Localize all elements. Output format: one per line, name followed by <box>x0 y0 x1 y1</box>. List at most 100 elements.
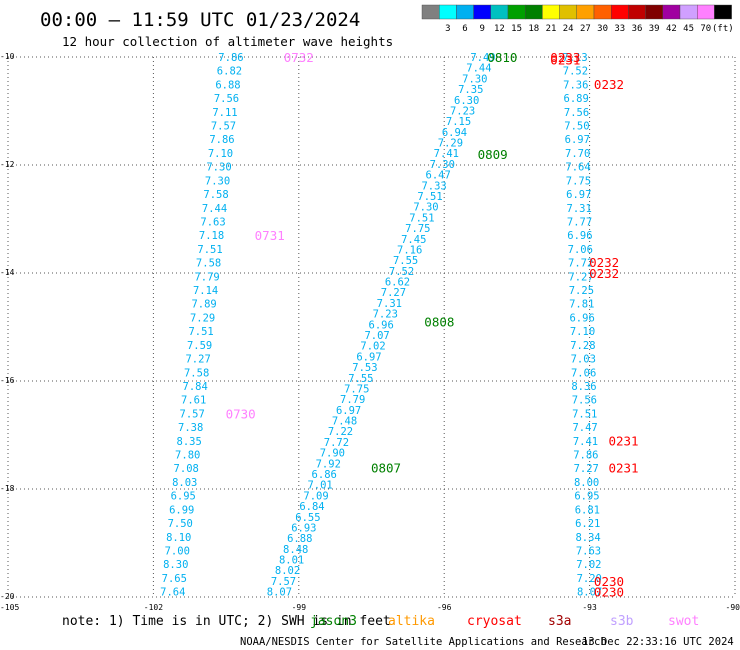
scale-swatch <box>662 4 681 20</box>
wave-height-label: 6.30 <box>454 95 479 107</box>
pass-time-label: 0732 <box>284 50 314 65</box>
pass-time-labels: 0732073107300810080908080807023302310232… <box>226 50 639 600</box>
scale-swatch <box>714 4 732 20</box>
scale-label: 21 <box>546 24 557 34</box>
wave-height-label: 7.27 <box>381 287 406 299</box>
wave-height-label: 6.88 <box>287 533 312 545</box>
scale-swatch <box>439 4 457 20</box>
wave-height-label: 7.65 <box>162 573 187 585</box>
scale-label: 42 <box>666 24 677 34</box>
wave-height-label: 6.62 <box>385 277 410 289</box>
wave-height-label: 8.10 <box>166 532 191 544</box>
wave-height-label: 7.36 <box>563 79 588 91</box>
satellite-legend-item: s3a <box>548 614 571 629</box>
wave-height-label: 7.27 <box>574 463 599 475</box>
wave-height-label: 7.47 <box>572 422 597 434</box>
scale-label: 70 <box>700 24 711 34</box>
wave-height-label: 7.75 <box>344 383 369 395</box>
wave-height-label: 6.84 <box>299 501 324 513</box>
wave-height-label: 7.44 <box>466 63 491 75</box>
wave-height-label: 6.97 <box>356 351 381 363</box>
wave-height-label: 7.50 <box>564 121 589 133</box>
wave-height-label: 7.79 <box>340 394 365 406</box>
scale-swatch <box>490 4 509 20</box>
scale-unit: (ft) <box>712 24 734 34</box>
wave-height-label: 7.86 <box>218 52 243 64</box>
scale-swatch <box>559 4 577 20</box>
scale-swatch <box>697 4 715 20</box>
wave-height-label: 7.06 <box>571 367 596 379</box>
pass-time-label: 0230 <box>594 574 624 589</box>
wave-height-label: 7.52 <box>389 266 414 278</box>
scale-swatch <box>456 4 474 20</box>
wave-height-label: 6.97 <box>336 405 361 417</box>
wave-height-label: 7.64 <box>160 587 185 599</box>
wave-height-label: 8.34 <box>575 532 600 544</box>
wave-height-label: 7.57 <box>271 576 296 588</box>
x-tick-label: -99 <box>292 603 307 612</box>
scale-label: 24 <box>563 24 574 34</box>
pass-time-label: 0232 <box>589 266 619 281</box>
x-tick-label: -90 <box>726 603 740 612</box>
wave-height-label: 7.58 <box>184 367 209 379</box>
wave-height-label: 7.25 <box>569 285 594 297</box>
scale-swatch <box>679 4 698 20</box>
scale-label: 45 <box>683 24 694 34</box>
wave-height-label: 7.09 <box>303 490 328 502</box>
wave-height-label: 7.10 <box>208 148 233 160</box>
wave-height-label: 7.59 <box>187 340 212 352</box>
pass-time-label: 0231 <box>608 433 638 448</box>
wave-height-label: 7.06 <box>568 244 593 256</box>
wave-height-label: 6.55 <box>295 512 320 524</box>
x-tick-label: -102 <box>144 603 163 612</box>
wave-height-label: 7.58 <box>196 258 221 270</box>
wave-height-label: 7.45 <box>401 234 426 246</box>
y-tick-label: -20 <box>0 592 15 601</box>
wave-height-label: 6.95 <box>171 491 196 503</box>
x-tick-label: -105 <box>0 603 19 612</box>
wave-height-label: 7.27 <box>568 271 593 283</box>
wave-height-label: 7.35 <box>458 84 483 96</box>
wave-height-label: 7.80 <box>175 450 200 462</box>
wave-height-label: 7.56 <box>572 395 597 407</box>
scale-label: 27 <box>580 24 591 34</box>
wave-height-label: 7.30 <box>206 162 231 174</box>
wave-height-label: 7.07 <box>364 330 389 342</box>
wave-height-label: 7.49 <box>470 52 495 64</box>
wave-height-label: 6.86 <box>312 469 337 481</box>
wave-height-label: 7.51 <box>409 212 434 224</box>
wave-height-label: 8.00 <box>574 477 599 489</box>
wave-height-label: 8.02 <box>275 565 300 577</box>
wave-height-label: 7.53 <box>352 362 377 374</box>
wave-height-label: 7.58 <box>203 189 228 201</box>
wave-height-label: 7.75 <box>405 223 430 235</box>
wave-height-label: 7.16 <box>397 244 422 256</box>
pass-time-label: 0230 <box>594 585 624 600</box>
wave-height-label: 7.41 <box>434 148 459 160</box>
wave-height-label: 7.55 <box>348 373 373 385</box>
wave-height-label: 7.29 <box>438 138 463 150</box>
wave-height-label: 7.56 <box>564 107 589 119</box>
wave-height-label: 7.86 <box>209 134 234 146</box>
wave-height-label: 7.72 <box>568 258 593 270</box>
wave-height-label: 7.52 <box>563 66 588 78</box>
wave-height-label: 8.07 <box>577 587 602 599</box>
wave-height-label: 7.14 <box>193 285 218 297</box>
wave-height-label: 7.13 <box>562 52 587 64</box>
scale-label: 3 <box>445 24 450 34</box>
wave-height-label: 7.22 <box>328 426 353 438</box>
scale-swatch <box>542 4 560 20</box>
pass-time-label: 0809 <box>478 147 508 162</box>
wave-height-label: 7.44 <box>202 203 227 215</box>
scale-swatch <box>593 4 612 20</box>
wave-height-label: 8.48 <box>283 544 308 556</box>
wave-height-label: 7.03 <box>571 354 596 366</box>
y-tick-label: -12 <box>0 160 15 169</box>
satellite-legend-item: swot <box>668 614 699 629</box>
wave-height-label: 7.51 <box>417 191 442 203</box>
scale-swatch <box>473 4 492 20</box>
wave-height-label: 7.00 <box>165 545 190 557</box>
y-tick-label: -18 <box>0 484 15 493</box>
wave-height-label: 8.35 <box>177 436 202 448</box>
scale-label: 18 <box>528 24 539 34</box>
